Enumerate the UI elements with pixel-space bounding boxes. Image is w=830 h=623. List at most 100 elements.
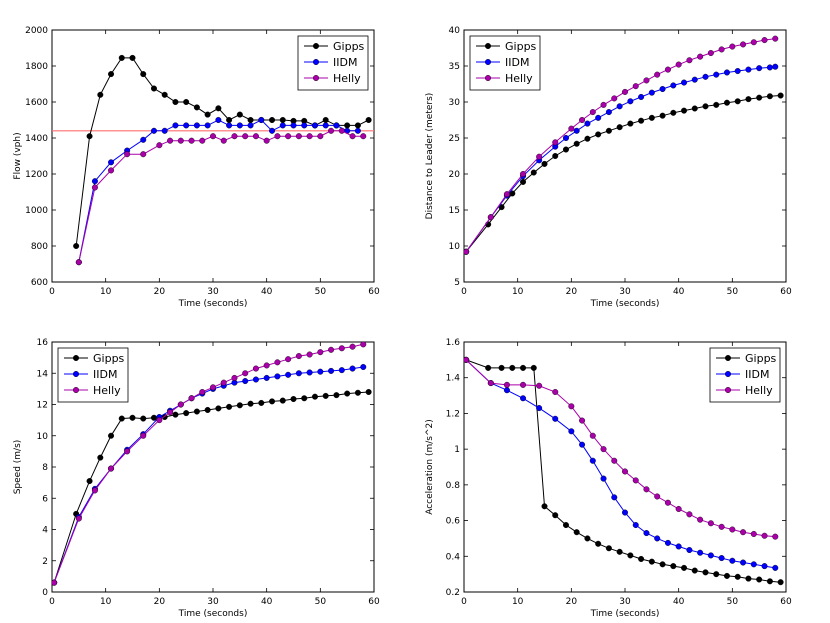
data-point bbox=[150, 414, 157, 421]
data-point bbox=[86, 133, 93, 140]
data-point bbox=[485, 364, 492, 371]
data-point bbox=[344, 390, 351, 397]
data-point bbox=[177, 401, 184, 408]
data-point bbox=[675, 543, 682, 550]
x-tick-label: 30 bbox=[207, 287, 219, 297]
data-point bbox=[675, 505, 682, 512]
y-tick-label: 1800 bbox=[25, 62, 48, 72]
legend-swatch-marker bbox=[72, 387, 79, 394]
data-point bbox=[756, 94, 763, 101]
data-point bbox=[520, 381, 527, 388]
data-point bbox=[777, 92, 784, 99]
y-tick-label: 6 bbox=[42, 494, 48, 504]
y-tick-label: 0.8 bbox=[446, 481, 461, 491]
data-point bbox=[627, 552, 634, 559]
series-line bbox=[75, 57, 369, 247]
data-point bbox=[520, 364, 527, 371]
data-point bbox=[622, 88, 629, 95]
x-tick-label: 10 bbox=[512, 597, 524, 607]
data-point bbox=[659, 86, 666, 93]
data-point bbox=[188, 395, 195, 402]
data-point bbox=[654, 535, 661, 542]
data-point bbox=[295, 370, 302, 377]
data-point bbox=[691, 567, 698, 574]
data-point bbox=[573, 140, 580, 147]
data-point bbox=[648, 558, 655, 565]
data-point bbox=[354, 127, 361, 134]
data-point bbox=[118, 54, 125, 61]
data-point bbox=[670, 109, 677, 116]
data-point bbox=[541, 160, 548, 167]
data-point bbox=[552, 152, 559, 159]
data-point bbox=[204, 122, 211, 129]
data-point bbox=[91, 178, 98, 185]
data-point bbox=[552, 139, 559, 146]
legend-swatch-marker bbox=[725, 355, 732, 362]
data-point bbox=[269, 127, 276, 134]
data-point bbox=[697, 549, 704, 556]
data-point bbox=[600, 475, 607, 482]
data-point bbox=[766, 578, 773, 585]
data-point bbox=[686, 547, 693, 554]
data-point bbox=[285, 133, 292, 140]
data-point bbox=[108, 159, 115, 166]
data-point bbox=[681, 107, 688, 114]
x-tick-label: 50 bbox=[727, 287, 739, 297]
data-point bbox=[140, 136, 147, 143]
data-point bbox=[541, 503, 548, 510]
data-layer bbox=[464, 35, 784, 255]
legend-label: Helly bbox=[505, 72, 533, 85]
legend: Gipps IIDM Helly bbox=[297, 35, 369, 91]
data-point bbox=[686, 57, 693, 64]
data-point bbox=[226, 116, 233, 123]
data-point bbox=[140, 151, 147, 158]
series-gipps bbox=[464, 356, 784, 586]
data-point bbox=[772, 533, 779, 540]
x-tick-label: 30 bbox=[207, 597, 219, 607]
data-point bbox=[274, 359, 281, 366]
data-point bbox=[589, 457, 596, 464]
y-axis-label: Flow (vph) bbox=[13, 132, 23, 179]
y-tick-label: 12 bbox=[37, 401, 48, 411]
data-point bbox=[745, 575, 752, 582]
y-tick-label: 5 bbox=[454, 278, 460, 288]
series-iidm bbox=[464, 356, 779, 571]
data-point bbox=[124, 448, 131, 455]
data-point bbox=[252, 376, 259, 383]
x-axis-label: Time (seconds) bbox=[590, 609, 660, 619]
legend-swatch-marker bbox=[313, 59, 320, 66]
data-point bbox=[713, 571, 720, 578]
data-point bbox=[718, 523, 725, 530]
x-tick-label: 20 bbox=[566, 597, 578, 607]
legend-label: IIDM bbox=[505, 56, 529, 69]
data-point bbox=[236, 122, 243, 129]
data-point bbox=[605, 545, 612, 552]
data-point bbox=[487, 380, 494, 387]
legend-label: Helly bbox=[333, 72, 361, 85]
data-point bbox=[536, 382, 543, 389]
data-point bbox=[236, 402, 243, 409]
data-point bbox=[279, 122, 286, 129]
data-point bbox=[611, 95, 618, 102]
data-point bbox=[643, 77, 650, 84]
data-point bbox=[520, 178, 527, 185]
y-tick-label: 1000 bbox=[25, 206, 48, 216]
data-point bbox=[86, 478, 93, 485]
data-point bbox=[349, 365, 356, 372]
legend-swatch-marker bbox=[485, 43, 492, 50]
data-point bbox=[161, 91, 168, 98]
data-point bbox=[579, 441, 586, 448]
x-tick-label: 40 bbox=[261, 597, 273, 607]
data-point bbox=[723, 99, 730, 106]
data-point bbox=[702, 569, 709, 576]
legend-label: Helly bbox=[745, 384, 773, 397]
series-helly bbox=[75, 127, 367, 266]
data-point bbox=[215, 116, 222, 123]
data-point bbox=[638, 117, 645, 124]
data-point bbox=[349, 133, 356, 140]
data-point bbox=[108, 167, 115, 174]
data-point bbox=[150, 127, 157, 134]
data-point bbox=[702, 73, 709, 80]
legend-label: Gipps bbox=[333, 40, 365, 53]
x-tick-label: 30 bbox=[619, 597, 631, 607]
